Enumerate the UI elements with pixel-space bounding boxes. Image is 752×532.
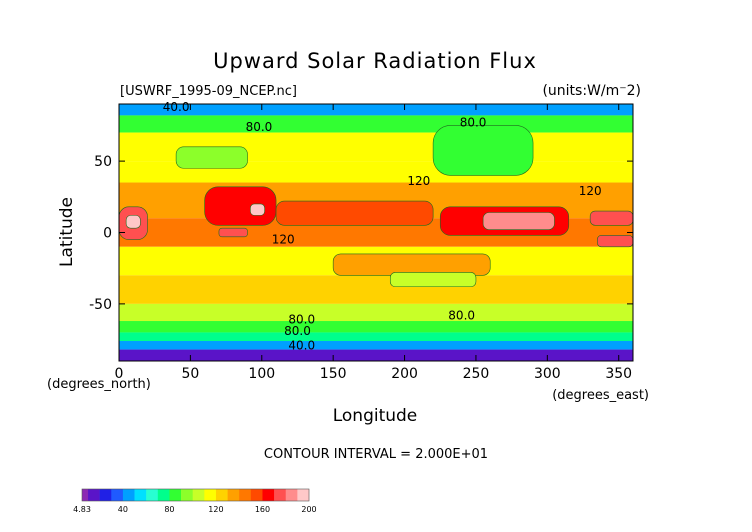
colorbar-swatch	[88, 489, 100, 501]
contour-label: 80.0	[288, 313, 315, 327]
colorbar-swatch	[169, 489, 182, 501]
colorbar: 4.83 40 80 120 160 200	[73, 488, 317, 514]
x-tick-label: 200	[391, 366, 418, 382]
chart-title: Upward Solar Radiation Flux	[213, 49, 537, 73]
colorbar-swatch	[134, 489, 147, 501]
x-tick-label: 0	[115, 366, 124, 382]
colorbar-tick-label: 80	[164, 505, 174, 514]
contour-label: 80.0	[246, 120, 273, 134]
field-band	[119, 104, 633, 116]
y-axis-label: Latitude	[57, 197, 77, 267]
field-patch	[125, 215, 141, 229]
field-patch	[597, 235, 634, 248]
colorbar-swatch	[285, 489, 298, 501]
colorbar-swatch	[297, 489, 310, 501]
contour-label: 120	[579, 184, 602, 198]
field-band	[119, 349, 633, 361]
colorbar-swatch	[262, 489, 275, 501]
y-tick-label: -50	[89, 297, 112, 313]
units-label: (units:W/m⁻2)	[542, 83, 641, 99]
colorbar-swatch	[204, 489, 217, 501]
colorbar-swatch	[215, 489, 228, 501]
colorbar-swatch	[250, 489, 263, 501]
y-tick-label: 50	[94, 154, 112, 170]
x-tick-label: 300	[534, 366, 561, 382]
colorbar-swatch	[99, 489, 112, 501]
colorbar-swatch	[122, 489, 135, 501]
contour-label: 80.0	[460, 116, 487, 130]
colorbar-swatch	[274, 489, 287, 501]
colorbar-swatch	[82, 489, 89, 501]
x-axis: 0 50 100 150 200 250 300 350	[115, 104, 632, 382]
contour-label: 40.0	[163, 100, 190, 114]
contour-label: 40.0	[288, 338, 315, 352]
x-tick-label: 250	[463, 366, 490, 382]
field-band	[119, 341, 633, 350]
y-unit-note: (degrees_north)	[47, 377, 151, 392]
colorbar-swatch	[227, 489, 240, 501]
contour-label: 120	[407, 174, 430, 188]
field-patch	[250, 203, 265, 216]
colorbar-swatch	[146, 489, 159, 501]
colorbar-swatch	[239, 489, 252, 501]
colorbar-swatch	[181, 489, 193, 501]
file-label: [USWRF_1995-09_NCEP.nc]	[120, 84, 297, 99]
colorbar-tick-label: 200	[301, 505, 316, 514]
field-patch	[432, 125, 534, 176]
x-tick-label: 100	[248, 366, 275, 382]
x-axis-label: Longitude	[333, 406, 418, 426]
colorbar-swatch	[192, 489, 205, 501]
plot-area	[118, 104, 634, 361]
colorbar-tick-label: 160	[255, 505, 270, 514]
field-patch	[482, 212, 555, 230]
field-patch	[218, 227, 248, 238]
colorbar-swatch	[157, 489, 170, 501]
field-patch	[332, 253, 491, 276]
colorbar-swatch	[111, 489, 124, 501]
x-unit-note: (degrees_east)	[552, 388, 649, 403]
x-tick-label: 350	[605, 366, 632, 382]
field-band	[119, 332, 633, 342]
field-band	[119, 275, 633, 304]
contour-label: 80.0	[284, 324, 311, 338]
colorbar-tick-label: 120	[208, 505, 223, 514]
colorbar-frame	[81, 488, 310, 502]
contour-label: 120	[272, 233, 295, 247]
y-axis: -50 0 50	[89, 154, 633, 313]
field-patch	[175, 146, 248, 169]
field-band	[119, 115, 633, 133]
field-band	[119, 321, 633, 333]
field-band	[119, 303, 633, 322]
colorbar-tick-label: 4.83	[73, 505, 91, 514]
field-patch	[204, 186, 277, 226]
colorbar-tick-label: 40	[118, 505, 128, 514]
x-tick-label: 50	[181, 366, 199, 382]
field-patch	[275, 200, 434, 226]
field-patch	[589, 210, 634, 226]
x-tick-label: 150	[320, 366, 347, 382]
contour-label: 80.0	[448, 308, 475, 322]
y-tick-label: 0	[103, 226, 112, 242]
field-patch	[389, 272, 477, 288]
contour-interval-text: CONTOUR INTERVAL = 2.000E+01	[264, 447, 488, 462]
